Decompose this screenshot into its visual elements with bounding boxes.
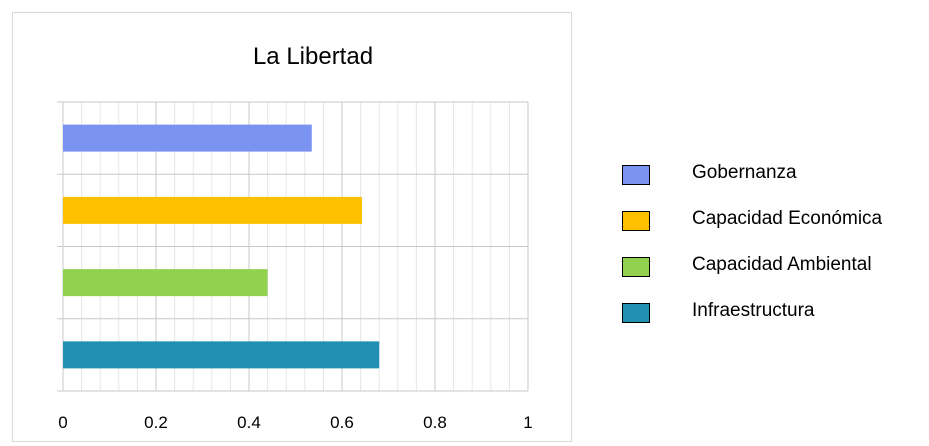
legend-item: Gobernanza — [622, 160, 922, 206]
legend-item: Capacidad Ambiental — [622, 252, 922, 298]
legend-item: Capacidad Económica — [622, 206, 922, 252]
x-tick-label: 0.2 — [144, 413, 168, 432]
bar-infraestructura — [63, 341, 380, 369]
legend-swatch — [622, 211, 650, 231]
chart-title: La Libertad — [253, 43, 373, 70]
bars — [63, 124, 380, 369]
legend-swatch — [622, 257, 650, 277]
x-tick-labels: 0 0.2 0.4 0.6 0.8 1 — [58, 413, 532, 432]
x-tick-label: 0 — [58, 413, 67, 432]
legend-swatch — [622, 165, 650, 185]
bar-gobernanza — [63, 124, 312, 152]
x-tick-label: 1 — [523, 413, 532, 432]
x-tick-label: 0.6 — [330, 413, 354, 432]
legend-label: Capacidad Económica — [692, 208, 883, 229]
x-tick-label: 0.4 — [237, 413, 261, 432]
legend-label: Infraestructura — [692, 300, 815, 321]
legend-label: Capacidad Ambiental — [692, 254, 872, 275]
legend-label: Gobernanza — [692, 162, 797, 183]
bar-capacidad-ambiental — [63, 269, 268, 297]
legend-item: Infraestructura — [622, 298, 922, 344]
legend: Gobernanza Capacidad Económica Capacidad A… — [622, 160, 922, 344]
x-tick-label: 0.8 — [423, 413, 447, 432]
chart-frame — [12, 12, 572, 442]
legend-swatch — [622, 303, 650, 323]
bar-capacidad-econ-mica — [63, 196, 362, 224]
